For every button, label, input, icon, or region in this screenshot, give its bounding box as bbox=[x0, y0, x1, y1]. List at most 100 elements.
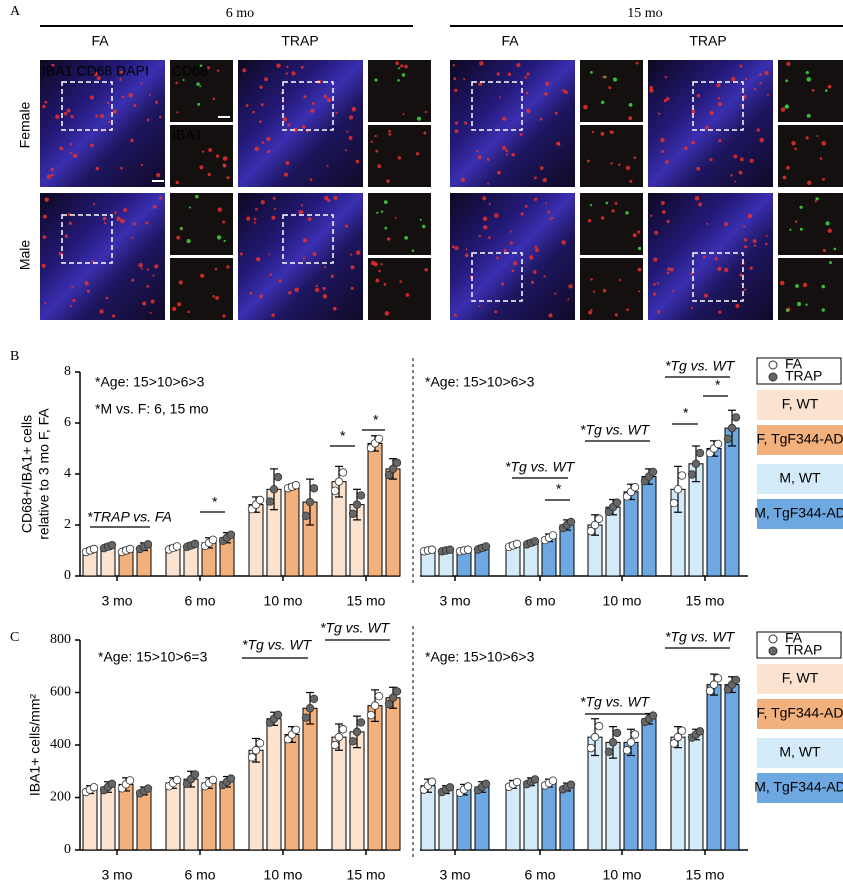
cell-signal bbox=[114, 211, 117, 214]
cell-signal bbox=[302, 238, 308, 243]
cell-signal bbox=[539, 166, 544, 170]
cell-signal bbox=[530, 280, 535, 284]
cell-signal bbox=[516, 63, 521, 68]
annotation: * bbox=[212, 494, 218, 510]
cell-signal bbox=[822, 177, 826, 181]
cell-signal bbox=[207, 66, 211, 70]
cell-signal bbox=[294, 287, 299, 293]
cell-signal bbox=[499, 96, 502, 99]
cell-signal bbox=[807, 180, 812, 186]
cell-signal bbox=[156, 173, 161, 178]
inset-micrograph bbox=[368, 60, 431, 122]
data-point bbox=[548, 776, 558, 785]
cell-signal bbox=[833, 247, 837, 251]
data-point bbox=[125, 544, 135, 554]
cell-signal bbox=[405, 293, 410, 297]
inset-micrograph bbox=[580, 60, 643, 122]
cell-signal bbox=[386, 179, 390, 183]
data-point bbox=[512, 777, 522, 787]
cell-signal bbox=[120, 166, 123, 170]
cell-signal bbox=[309, 178, 313, 182]
cell-signal bbox=[422, 224, 426, 229]
cell-signal bbox=[549, 218, 552, 221]
cell-signal bbox=[821, 141, 827, 146]
cell-signal bbox=[394, 216, 397, 219]
cell-signal bbox=[106, 101, 110, 105]
data-point bbox=[143, 784, 153, 793]
bar bbox=[118, 783, 134, 851]
cell-signal bbox=[703, 293, 708, 298]
inset-label: IBA1 bbox=[172, 127, 203, 143]
cell-signal bbox=[618, 278, 621, 282]
cell-signal bbox=[658, 112, 661, 115]
annotation: *Age: 15>10>6>3 bbox=[95, 374, 205, 390]
bar bbox=[706, 684, 722, 851]
annotation: * bbox=[373, 412, 379, 428]
cell-signal bbox=[402, 113, 405, 116]
sex-label: Female bbox=[17, 101, 33, 148]
cell-signal bbox=[782, 175, 787, 180]
cell-signal bbox=[590, 278, 593, 281]
data-point bbox=[630, 730, 640, 739]
cell-signal bbox=[41, 263, 46, 268]
cell-signal bbox=[825, 221, 830, 226]
cell-signal bbox=[105, 296, 109, 300]
bar bbox=[385, 697, 401, 851]
cell-signal bbox=[199, 64, 203, 68]
cell-signal bbox=[395, 61, 399, 66]
y-tick-label: 8 bbox=[64, 364, 71, 379]
inset-label: CD68 bbox=[172, 63, 208, 79]
cell-signal bbox=[310, 108, 315, 113]
legend-swatch bbox=[757, 499, 843, 529]
cell-signal bbox=[534, 176, 537, 180]
cell-signal bbox=[503, 248, 507, 252]
cell-signal bbox=[149, 311, 152, 314]
data-point bbox=[673, 732, 683, 742]
cell-signal bbox=[714, 256, 718, 261]
cell-signal bbox=[222, 220, 226, 224]
inset-micrograph bbox=[170, 125, 233, 187]
cell-signal bbox=[532, 270, 537, 274]
bar bbox=[641, 718, 657, 851]
cell-signal bbox=[705, 125, 709, 130]
exposure-header: TRAP bbox=[281, 33, 318, 49]
cell-signal bbox=[483, 225, 488, 230]
data-point bbox=[384, 699, 394, 709]
cell-signal bbox=[799, 227, 803, 231]
cell-signal bbox=[556, 141, 560, 146]
cell-signal bbox=[324, 195, 329, 201]
cell-signal bbox=[588, 310, 593, 315]
y-tick-label: 0 bbox=[64, 842, 71, 857]
cell-signal bbox=[478, 305, 481, 308]
cell-signal bbox=[59, 146, 64, 151]
cell-signal bbox=[69, 151, 73, 155]
cell-signal bbox=[86, 289, 91, 293]
inset-micrograph bbox=[170, 193, 233, 255]
legend-swatch bbox=[757, 464, 843, 494]
cell-signal bbox=[709, 158, 713, 162]
bar bbox=[201, 782, 217, 851]
cell-signal bbox=[784, 104, 790, 109]
cell-signal bbox=[46, 174, 52, 179]
cell-signal bbox=[637, 230, 641, 234]
cell-signal bbox=[131, 278, 135, 282]
data-point bbox=[445, 545, 455, 554]
x-tick-label: 15 mo bbox=[347, 867, 386, 883]
cell-signal bbox=[511, 269, 515, 273]
data-point bbox=[190, 770, 200, 779]
cell-signal bbox=[653, 257, 658, 262]
cell-signal bbox=[528, 255, 534, 260]
cell-signal bbox=[132, 222, 137, 226]
cell-signal bbox=[805, 71, 809, 75]
cell-signal bbox=[628, 116, 633, 121]
cell-signal bbox=[386, 237, 391, 241]
cell-signal bbox=[706, 222, 709, 225]
cell-signal bbox=[661, 150, 665, 153]
cell-signal bbox=[589, 204, 593, 207]
cell-signal bbox=[513, 261, 518, 266]
legend-label: M, TgF344-AD bbox=[754, 505, 843, 521]
data-point bbox=[348, 737, 358, 746]
bar bbox=[367, 442, 383, 577]
cell-signal bbox=[759, 82, 762, 85]
